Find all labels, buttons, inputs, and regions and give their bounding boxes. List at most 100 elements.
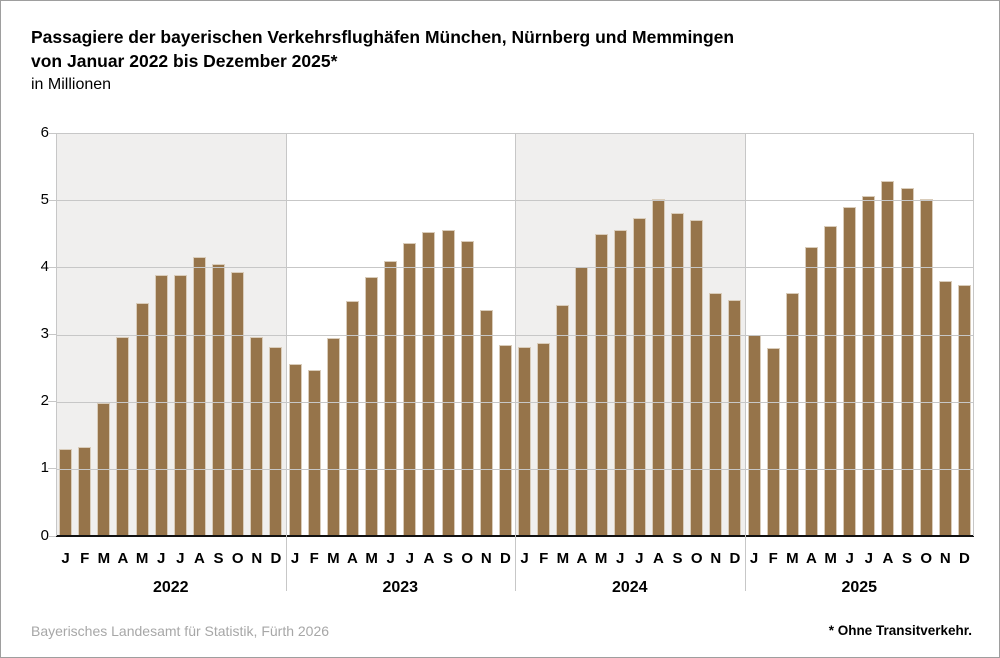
bar-2023-J1 [288,364,302,536]
bar-2022-A4 [116,336,130,536]
month-label: D [500,550,511,567]
bar-2023-J7 [403,243,417,536]
month-label: N [251,550,263,567]
month-label: M [786,550,799,567]
bar-2025-M5 [824,225,838,536]
bar-2023-F2 [307,370,321,536]
year-panel-2025 [745,133,975,536]
month-label: J [157,550,166,567]
month-label: O [231,550,244,567]
month-label: J [635,550,644,567]
y-tick-label-3: 3 [40,325,49,342]
bar-slot [515,133,534,536]
y-tick-mark [48,132,56,134]
month-label: O [920,550,933,567]
month-label: S [902,550,913,567]
bar-slot [878,133,897,536]
month-label: F [309,550,319,567]
year-panel-2023 [286,133,516,536]
bar-slot [381,133,400,536]
month-label: S [213,550,224,567]
bar-2022-D12 [269,347,283,536]
month-label: J [61,550,70,567]
bar-slot [190,133,209,536]
bar-slot [477,133,496,536]
bar-slot [362,133,381,536]
bar-slot [649,133,668,536]
bar-slot [840,133,859,536]
month-label: M [327,550,340,567]
bar-2022-M5 [135,302,149,536]
bar-slot [56,133,75,536]
month-label: S [443,550,454,567]
bar-slot [611,133,630,536]
month-label: J [405,550,414,567]
month-label: M [135,550,149,567]
bar-2024-M3 [556,304,570,536]
bar-slot [592,133,611,536]
y-tick-mark [48,535,56,537]
footnote-transit: * Ohne Transitverkehr. [828,623,972,638]
bar-slot [859,133,878,536]
bar-2023-D12 [498,344,512,536]
bar-2025-J7 [862,196,876,536]
month-label: D [729,550,741,567]
bar-2024-M5 [594,234,608,536]
bar-2025-A8 [881,180,895,536]
bar-slot [668,133,687,536]
y-tick-label-5: 5 [40,190,49,208]
month-label: N [480,550,492,567]
bar-slot [343,133,362,536]
month-label: J [290,550,300,567]
y-tick-mark [48,334,56,335]
bar-slot [917,133,936,536]
month-label: F [768,550,778,567]
year-separator-line [515,133,516,591]
bar-2024-S9 [671,212,685,536]
bar-slot [802,133,821,536]
bar-2024-O10 [690,219,704,536]
plot-edge-line [973,133,974,536]
bar-slot [496,133,515,536]
month-label: J [520,550,529,567]
bar-slot [439,133,458,536]
year-separator-line [285,133,287,591]
month-label: M [97,550,111,567]
bar-2024-D12 [728,299,742,536]
month-label: J [864,550,873,567]
bar-slot [783,133,802,536]
bar-slot [458,133,477,536]
bar-2024-N11 [709,292,723,536]
chart-subtitle-unit: in Millionen [31,76,112,93]
month-label: F [539,550,549,567]
bar-slot [419,133,438,536]
bar-2023-A4 [345,300,359,536]
bar-slot [113,133,132,536]
month-label: J [176,550,185,567]
bar-2022-J6 [154,275,168,536]
month-label: A [194,550,205,567]
chart-title-line1: Passagiere der bayerischen Verkehrsflugh… [31,27,735,47]
bar-2022-O10 [231,272,245,536]
bar-2025-A4 [804,246,818,536]
month-label: O [690,550,703,567]
bar-slot [286,133,305,536]
bar-2023-M5 [365,276,379,536]
bar-slot [305,133,324,536]
month-label: F [80,550,90,567]
bar-2024-J1 [518,347,532,536]
month-label: N [710,550,722,567]
y-tick-mark [48,468,56,470]
y-tick-mark [48,199,56,201]
month-label: J [386,550,395,567]
bar-slot [133,133,152,536]
bar-slot [764,133,783,536]
bar-2023-S9 [441,230,455,536]
bar-2023-M3 [326,337,340,536]
bar-2022-F2 [78,447,92,536]
bar-2025-D12 [957,284,971,536]
bar-slot [630,133,649,536]
bar-2025-J1 [747,334,761,536]
